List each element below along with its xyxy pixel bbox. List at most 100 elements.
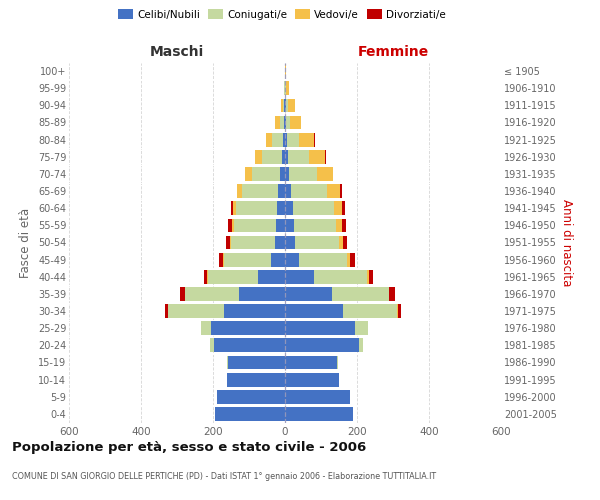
- Bar: [340, 184, 342, 198]
- Bar: [239, 287, 285, 301]
- Bar: [210, 338, 214, 352]
- Bar: [285, 407, 353, 421]
- Bar: [232, 218, 233, 232]
- Bar: [299, 253, 347, 266]
- Bar: [285, 287, 332, 301]
- Bar: [266, 133, 272, 146]
- Bar: [283, 133, 285, 146]
- Bar: [285, 218, 294, 232]
- Bar: [231, 236, 275, 250]
- Bar: [332, 167, 333, 181]
- Bar: [230, 236, 231, 250]
- Bar: [180, 287, 185, 301]
- Bar: [236, 202, 277, 215]
- Bar: [350, 253, 355, 266]
- Bar: [286, 98, 287, 112]
- Bar: [285, 322, 355, 335]
- Bar: [278, 184, 285, 198]
- Bar: [168, 304, 224, 318]
- Bar: [233, 218, 276, 232]
- Bar: [325, 150, 326, 164]
- Bar: [272, 133, 283, 146]
- Bar: [283, 98, 284, 112]
- Bar: [337, 218, 342, 232]
- Bar: [242, 184, 278, 198]
- Bar: [289, 167, 317, 181]
- Bar: [227, 356, 228, 370]
- Bar: [256, 150, 262, 164]
- Bar: [277, 202, 285, 215]
- Bar: [299, 133, 314, 146]
- Bar: [280, 167, 285, 181]
- Bar: [287, 98, 295, 112]
- Bar: [231, 202, 233, 215]
- Bar: [285, 236, 295, 250]
- Bar: [288, 150, 309, 164]
- Bar: [275, 116, 280, 130]
- Bar: [295, 236, 339, 250]
- Bar: [285, 390, 350, 404]
- Bar: [285, 150, 288, 164]
- Bar: [280, 116, 284, 130]
- Bar: [317, 167, 332, 181]
- Bar: [328, 184, 340, 198]
- Bar: [355, 322, 368, 335]
- Bar: [359, 338, 363, 352]
- Y-axis label: Anni di nascita: Anni di nascita: [560, 199, 574, 286]
- Bar: [285, 133, 287, 146]
- Bar: [228, 356, 285, 370]
- Bar: [201, 322, 211, 335]
- Bar: [334, 202, 342, 215]
- Bar: [286, 82, 289, 95]
- Text: Maschi: Maschi: [150, 45, 204, 59]
- Bar: [293, 202, 334, 215]
- Text: Popolazione per età, sesso e stato civile - 2006: Popolazione per età, sesso e stato civil…: [12, 441, 366, 454]
- Bar: [185, 287, 239, 301]
- Bar: [368, 270, 373, 283]
- Bar: [285, 167, 289, 181]
- Bar: [204, 270, 207, 283]
- Bar: [285, 304, 343, 318]
- Bar: [314, 270, 367, 283]
- Legend: Celibi/Nubili, Coniugati/e, Vedovi/e, Divorziati/e: Celibi/Nubili, Coniugati/e, Vedovi/e, Di…: [114, 5, 450, 24]
- Bar: [309, 150, 325, 164]
- Bar: [224, 304, 285, 318]
- Bar: [214, 338, 285, 352]
- Bar: [281, 98, 283, 112]
- Bar: [343, 236, 347, 250]
- Bar: [285, 338, 359, 352]
- Bar: [262, 150, 282, 164]
- Bar: [276, 218, 285, 232]
- Bar: [252, 167, 280, 181]
- Bar: [398, 304, 401, 318]
- Bar: [258, 270, 285, 283]
- Bar: [211, 322, 285, 335]
- Bar: [223, 253, 224, 266]
- Bar: [337, 356, 338, 370]
- Bar: [233, 202, 236, 215]
- Bar: [339, 236, 343, 250]
- Y-axis label: Fasce di età: Fasce di età: [19, 208, 32, 278]
- Bar: [285, 184, 292, 198]
- Bar: [219, 253, 223, 266]
- Bar: [271, 253, 285, 266]
- Bar: [215, 407, 285, 421]
- Bar: [282, 150, 285, 164]
- Bar: [285, 253, 299, 266]
- Bar: [287, 133, 299, 146]
- Bar: [285, 270, 314, 283]
- Bar: [285, 373, 339, 386]
- Bar: [226, 236, 230, 250]
- Bar: [224, 253, 271, 266]
- Bar: [217, 390, 285, 404]
- Bar: [284, 98, 285, 112]
- Text: COMUNE DI SAN GIORGIO DELLE PERTICHE (PD) - Dati ISTAT 1° gennaio 2006 - Elabora: COMUNE DI SAN GIORGIO DELLE PERTICHE (PD…: [12, 472, 436, 481]
- Bar: [285, 356, 337, 370]
- Bar: [229, 218, 232, 232]
- Bar: [342, 218, 346, 232]
- Text: Femmine: Femmine: [358, 45, 428, 59]
- Bar: [285, 116, 286, 130]
- Bar: [343, 304, 397, 318]
- Bar: [367, 270, 368, 283]
- Bar: [285, 202, 293, 215]
